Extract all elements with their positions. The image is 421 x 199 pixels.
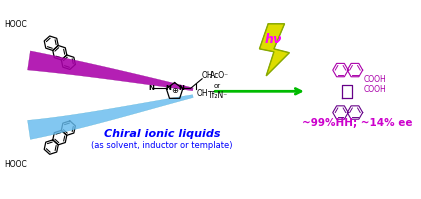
- Text: ~99%HH; ~14% ee: ~99%HH; ~14% ee: [301, 118, 412, 128]
- Text: HOOC: HOOC: [4, 20, 27, 29]
- Text: AcO⁻: AcO⁻: [210, 71, 229, 80]
- Text: ⊕: ⊕: [171, 86, 178, 95]
- Text: N: N: [165, 85, 171, 91]
- Polygon shape: [27, 95, 193, 139]
- Text: Tf₂N⁻: Tf₂N⁻: [208, 91, 228, 100]
- Text: COOH: COOH: [364, 75, 386, 84]
- Text: (as solvent, inductor or template): (as solvent, inductor or template): [91, 141, 233, 150]
- Text: OH: OH: [196, 89, 208, 98]
- Text: or: or: [214, 83, 221, 89]
- Polygon shape: [27, 51, 193, 91]
- Text: Chiral ionic liquids: Chiral ionic liquids: [104, 129, 220, 139]
- Text: COOH: COOH: [364, 85, 386, 94]
- Text: N: N: [178, 85, 184, 91]
- Polygon shape: [259, 24, 289, 76]
- Text: OH: OH: [202, 71, 214, 80]
- Text: N: N: [148, 85, 154, 91]
- Text: HOOC: HOOC: [4, 160, 27, 169]
- Text: hν: hν: [264, 33, 282, 46]
